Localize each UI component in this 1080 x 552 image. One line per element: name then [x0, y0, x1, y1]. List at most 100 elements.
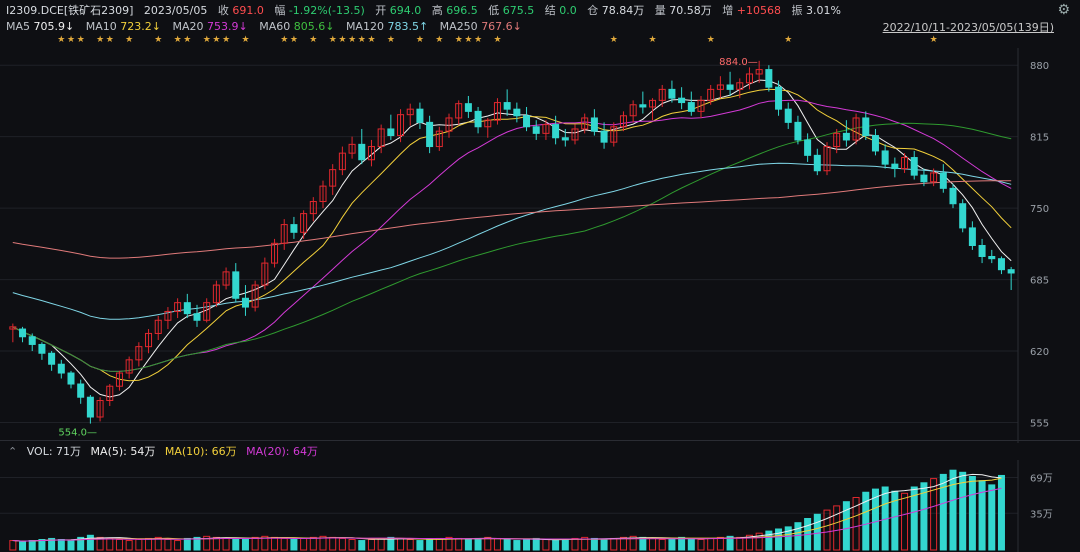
volume-bar[interactable] [67, 540, 75, 551]
candle-body[interactable] [135, 346, 143, 361]
candle-body[interactable] [203, 302, 211, 321]
candle-body[interactable] [474, 110, 482, 128]
candle-body[interactable] [697, 99, 705, 112]
candle-body[interactable] [319, 185, 327, 203]
volume-bar[interactable] [474, 537, 482, 551]
volume-bar[interactable] [600, 539, 608, 551]
candle-body[interactable] [67, 372, 75, 385]
volume-bar[interactable] [910, 486, 918, 551]
candle-body[interactable] [997, 258, 1005, 271]
symbol-label[interactable]: I2309.DCE[铁矿石2309] [6, 4, 134, 17]
candle-body[interactable] [542, 124, 550, 134]
candle-body[interactable] [1007, 269, 1015, 274]
date-range[interactable]: 2022/10/11-2023/05/05(139日) [882, 21, 1054, 34]
volume-bar[interactable] [968, 476, 976, 551]
candle-body[interactable] [658, 88, 666, 101]
volume-bar[interactable] [9, 540, 17, 551]
candle-body[interactable] [813, 154, 821, 172]
volume-bar[interactable] [988, 484, 996, 551]
volume-bar[interactable] [949, 469, 957, 551]
volume-bar[interactable] [300, 537, 308, 551]
candle-body[interactable] [416, 108, 424, 123]
volume-bar[interactable] [658, 539, 666, 551]
volume-bar[interactable] [367, 539, 375, 551]
volume-bar[interactable] [959, 471, 967, 551]
candle-body[interactable] [523, 115, 531, 128]
candle-body[interactable] [464, 103, 472, 112]
volume-bar[interactable] [251, 536, 259, 551]
volume-bar[interactable] [697, 539, 705, 551]
volume-bar[interactable] [552, 540, 560, 551]
volume-bar[interactable] [232, 539, 240, 551]
volume-bar[interactable] [930, 478, 938, 551]
candle-body[interactable] [290, 224, 298, 233]
candle-body[interactable] [552, 124, 560, 139]
candle-body[interactable] [978, 244, 986, 257]
volume-bar[interactable] [28, 540, 36, 551]
candle-body[interactable] [164, 310, 172, 321]
candle-body[interactable] [280, 224, 288, 244]
volume-bar[interactable] [280, 537, 288, 551]
volume-bar[interactable] [358, 540, 366, 551]
volume-bar[interactable] [523, 539, 531, 551]
volume-bar[interactable] [532, 537, 540, 551]
volume-bar[interactable] [86, 534, 94, 551]
volume-bar[interactable] [19, 541, 27, 551]
volume-bar[interactable] [426, 539, 434, 551]
volume-bar[interactable] [241, 537, 249, 551]
volume-bar[interactable] [416, 540, 424, 551]
candlestick-chart[interactable]: 880 815 750 685 620 555 884.0— 554.0— [0, 48, 1080, 443]
candle-body[interactable] [910, 157, 918, 176]
volume-bar[interactable] [387, 536, 395, 551]
volume-bar[interactable] [978, 480, 986, 551]
candle-body[interactable] [28, 336, 36, 345]
candle-body[interactable] [600, 130, 608, 143]
volume-bar[interactable] [222, 537, 230, 551]
candle-body[interactable] [358, 143, 366, 161]
candle-body[interactable] [968, 227, 976, 246]
candle-body[interactable] [271, 242, 279, 264]
volume-bar[interactable] [784, 526, 792, 551]
candle-body[interactable] [804, 139, 812, 156]
candle-body[interactable] [251, 284, 259, 308]
volume-chart[interactable]: 69万 35万 [0, 460, 1080, 552]
volume-bar[interactable] [629, 535, 637, 551]
volume-bar[interactable] [842, 501, 850, 551]
candle-body[interactable] [862, 117, 870, 137]
volume-bar[interactable] [348, 539, 356, 551]
volume-bar[interactable] [445, 536, 453, 551]
candle-body[interactable] [309, 201, 317, 215]
volume-bar[interactable] [939, 473, 947, 551]
volume-bar[interactable] [765, 530, 773, 551]
candle-body[interactable] [920, 174, 928, 183]
volume-bar[interactable] [464, 539, 472, 551]
volume-bar[interactable] [813, 513, 821, 551]
candle-body[interactable] [629, 104, 637, 117]
candle-body[interactable] [988, 255, 996, 260]
volume-bar[interactable] [997, 474, 1005, 551]
candle-body[interactable] [726, 84, 734, 90]
volume-bar[interactable] [862, 491, 870, 551]
volume-bar[interactable] [125, 540, 133, 551]
volume-bar[interactable] [581, 536, 589, 551]
volume-bar[interactable] [145, 537, 153, 551]
candle-body[interactable] [716, 84, 724, 90]
candle-body[interactable] [96, 400, 104, 418]
candle-body[interactable] [503, 102, 511, 110]
candle-body[interactable] [212, 284, 220, 304]
volume-bar[interactable] [484, 536, 492, 551]
candle-body[interactable] [397, 114, 405, 137]
candle-body[interactable] [329, 169, 337, 187]
volume-bar[interactable] [57, 539, 65, 551]
volume-bar[interactable] [901, 492, 909, 551]
volume-bar[interactable] [561, 539, 569, 551]
candle-body[interactable] [232, 271, 240, 299]
candle-body[interactable] [455, 103, 463, 119]
candle-body[interactable] [532, 126, 540, 134]
volume-bar[interactable] [397, 537, 405, 551]
candle-body[interactable] [513, 108, 521, 117]
candle-body[interactable] [581, 117, 589, 130]
volume-bar[interactable] [687, 537, 695, 551]
volume-bar[interactable] [542, 539, 550, 551]
volume-bar[interactable] [106, 537, 114, 551]
